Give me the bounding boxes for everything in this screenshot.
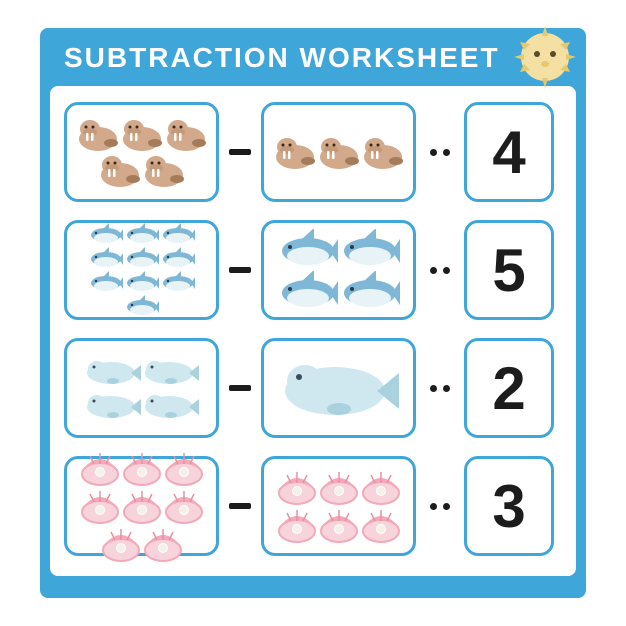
- clam-icon: [361, 469, 401, 505]
- minuend-card: [64, 102, 219, 202]
- shark-icon: [340, 229, 400, 269]
- walrus-icon: [318, 135, 360, 169]
- shark-icon: [340, 271, 400, 311]
- clam-icon: [361, 507, 401, 543]
- clam-icon: [277, 469, 317, 505]
- minuend-card: [64, 456, 219, 556]
- minuend-card: [64, 220, 219, 320]
- problem-row: 2: [64, 338, 562, 438]
- clam-icon: [319, 469, 359, 505]
- subtrahend-card: [261, 220, 416, 320]
- shark-icon: [89, 271, 123, 293]
- header: SUBTRACTION WORKSHEET: [40, 28, 586, 82]
- beluga-icon: [85, 355, 141, 387]
- shark-icon: [161, 247, 195, 269]
- shark-icon: [125, 295, 159, 317]
- clam-icon: [122, 488, 162, 524]
- walrus-icon: [165, 117, 207, 151]
- walrus-icon: [143, 153, 185, 187]
- clam-icon: [101, 526, 141, 562]
- worksheet-page: SUBTRACTION WORKSHEET 4 5: [40, 28, 586, 598]
- walrus-icon: [362, 135, 404, 169]
- subtrahend-card: [261, 102, 416, 202]
- clam-icon: [319, 507, 359, 543]
- answer-number: 5: [492, 236, 525, 305]
- clam-icon: [164, 488, 204, 524]
- clam-icon: [164, 450, 204, 486]
- answer-number: 2: [492, 354, 525, 423]
- equals-icon: [426, 149, 454, 156]
- shark-icon: [161, 271, 195, 293]
- equals-icon: [426, 385, 454, 392]
- beluga-icon: [143, 355, 199, 387]
- minus-icon: [229, 385, 251, 391]
- minus-icon: [229, 503, 251, 509]
- answer-card[interactable]: 2: [464, 338, 554, 438]
- shark-icon: [278, 271, 338, 311]
- problem-row: 5: [64, 220, 562, 320]
- answer-number: 4: [492, 118, 525, 187]
- beluga-icon: [279, 353, 399, 423]
- shark-icon: [89, 223, 123, 245]
- worksheet-content: 4 5 2 3: [50, 86, 576, 576]
- minus-icon: [229, 267, 251, 273]
- clam-icon: [143, 526, 183, 562]
- page-title: SUBTRACTION WORKSHEET: [64, 42, 500, 73]
- minus-icon: [229, 149, 251, 155]
- shark-icon: [89, 247, 123, 269]
- problem-row: 4: [64, 102, 562, 202]
- beluga-icon: [85, 389, 141, 421]
- walrus-icon: [121, 117, 163, 151]
- equals-icon: [426, 267, 454, 274]
- pufferfish-icon: [510, 22, 580, 92]
- equals-icon: [426, 503, 454, 510]
- shark-icon: [125, 223, 159, 245]
- shark-icon: [125, 247, 159, 269]
- subtrahend-card: [261, 456, 416, 556]
- shark-icon: [278, 229, 338, 269]
- answer-card[interactable]: 3: [464, 456, 554, 556]
- walrus-icon: [274, 135, 316, 169]
- minuend-card: [64, 338, 219, 438]
- clam-icon: [122, 450, 162, 486]
- shark-icon: [125, 271, 159, 293]
- answer-number: 3: [492, 472, 525, 541]
- beluga-icon: [143, 389, 199, 421]
- clam-icon: [80, 488, 120, 524]
- answer-card[interactable]: 4: [464, 102, 554, 202]
- answer-card[interactable]: 5: [464, 220, 554, 320]
- subtrahend-card: [261, 338, 416, 438]
- walrus-icon: [77, 117, 119, 151]
- clam-icon: [277, 507, 317, 543]
- shark-icon: [161, 223, 195, 245]
- problem-row: 3: [64, 456, 562, 556]
- walrus-icon: [99, 153, 141, 187]
- clam-icon: [80, 450, 120, 486]
